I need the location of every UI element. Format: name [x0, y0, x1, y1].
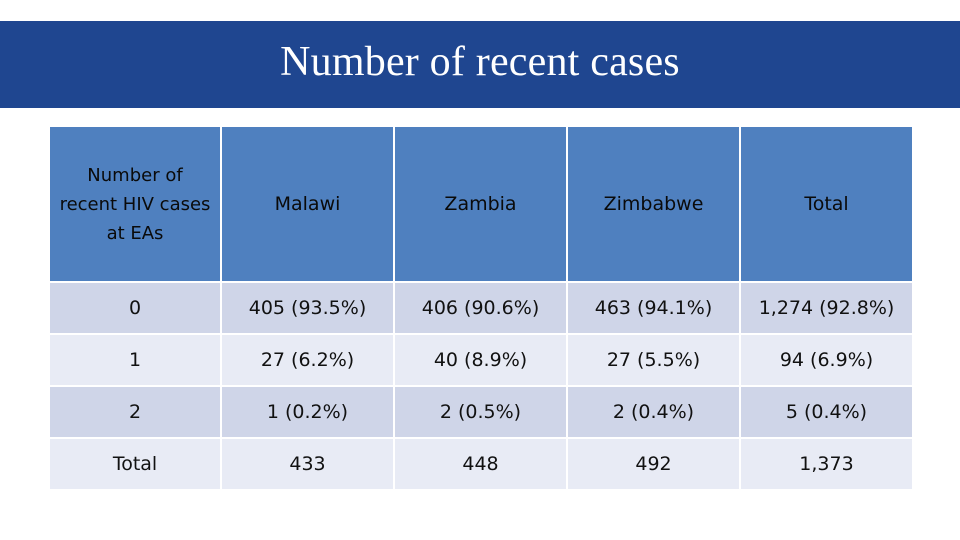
- header-label-line1: Number of: [87, 164, 183, 186]
- page-title: Number of recent cases: [280, 38, 680, 85]
- row-label: Total: [48, 437, 222, 491]
- header-malawi: Malawi: [220, 125, 395, 283]
- cell-zambia: 40 (8.9%): [393, 333, 568, 387]
- cell-zambia: 448: [393, 437, 568, 491]
- cell-malawi: 433: [220, 437, 395, 491]
- cell-total: 1,274 (92.8%): [739, 281, 914, 335]
- table-row: 1 27 (6.2%) 40 (8.9%) 27 (5.5%) 94 (6.9%…: [48, 333, 914, 387]
- cell-malawi: 1 (0.2%): [220, 385, 395, 439]
- header-zambia: Zambia: [393, 125, 568, 283]
- row-label: 2: [48, 385, 222, 439]
- row-label: 1: [48, 333, 222, 387]
- cell-total: 5 (0.4%): [739, 385, 914, 439]
- cell-zimbabwe: 27 (5.5%): [566, 333, 741, 387]
- cell-total: 94 (6.9%): [739, 333, 914, 387]
- title-bar: Number of recent cases: [0, 21, 960, 108]
- table-row: 2 1 (0.2%) 2 (0.5%) 2 (0.4%) 5 (0.4%): [48, 385, 914, 439]
- cell-zambia: 406 (90.6%): [393, 281, 568, 335]
- recent-cases-table: Number of recent HIV cases at EAs Malawi…: [48, 125, 914, 491]
- header-label-line3: at EAs: [106, 222, 164, 244]
- cell-malawi: 27 (6.2%): [220, 333, 395, 387]
- cell-zimbabwe: 463 (94.1%): [566, 281, 741, 335]
- header-label-line2: recent HIV cases: [59, 193, 211, 215]
- cell-zimbabwe: 492: [566, 437, 741, 491]
- table-row: 0 405 (93.5%) 406 (90.6%) 463 (94.1%) 1,…: [48, 281, 914, 335]
- table-row: Total 433 448 492 1,373: [48, 437, 914, 491]
- header-total: Total: [739, 125, 914, 283]
- cell-malawi: 405 (93.5%): [220, 281, 395, 335]
- cell-zambia: 2 (0.5%): [393, 385, 568, 439]
- header-zimbabwe: Zimbabwe: [566, 125, 741, 283]
- header-row-label: Number of recent HIV cases at EAs: [48, 125, 222, 283]
- cell-total: 1,373: [739, 437, 914, 491]
- row-label: 0: [48, 281, 222, 335]
- cell-zimbabwe: 2 (0.4%): [566, 385, 741, 439]
- header-row: Number of recent HIV cases at EAs Malawi…: [48, 125, 914, 283]
